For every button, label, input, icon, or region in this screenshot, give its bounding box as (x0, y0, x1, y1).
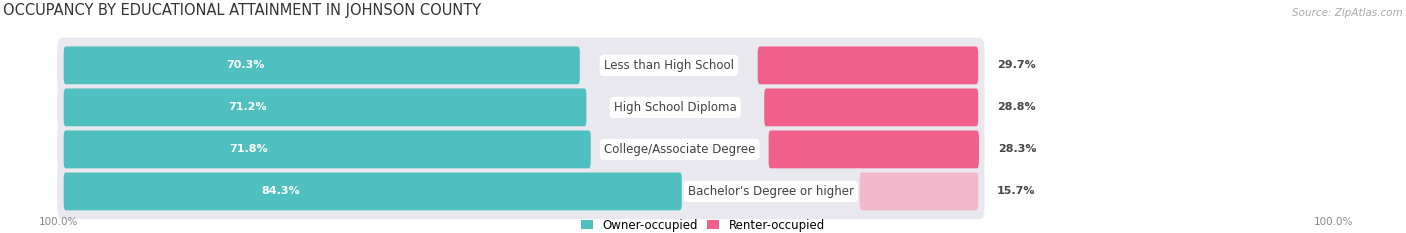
Text: 70.3%: 70.3% (226, 60, 264, 70)
FancyBboxPatch shape (58, 80, 984, 135)
FancyBboxPatch shape (63, 172, 682, 210)
FancyBboxPatch shape (58, 38, 984, 93)
FancyBboxPatch shape (63, 130, 591, 168)
Text: 71.2%: 71.2% (228, 102, 267, 112)
Text: 15.7%: 15.7% (997, 186, 1036, 196)
FancyBboxPatch shape (859, 172, 979, 210)
FancyBboxPatch shape (63, 46, 579, 84)
FancyBboxPatch shape (63, 89, 586, 126)
Text: OCCUPANCY BY EDUCATIONAL ATTAINMENT IN JOHNSON COUNTY: OCCUPANCY BY EDUCATIONAL ATTAINMENT IN J… (3, 3, 481, 18)
Text: 71.8%: 71.8% (229, 144, 269, 154)
Text: Bachelor's Degree or higher: Bachelor's Degree or higher (688, 185, 853, 198)
Text: 28.3%: 28.3% (998, 144, 1036, 154)
FancyBboxPatch shape (58, 164, 984, 219)
Legend: Owner-occupied, Renter-occupied: Owner-occupied, Renter-occupied (581, 219, 825, 232)
Text: 28.8%: 28.8% (997, 102, 1036, 112)
Text: Source: ZipAtlas.com: Source: ZipAtlas.com (1292, 8, 1403, 18)
FancyBboxPatch shape (769, 130, 979, 168)
Text: 84.3%: 84.3% (262, 186, 299, 196)
FancyBboxPatch shape (765, 89, 979, 126)
FancyBboxPatch shape (758, 46, 979, 84)
Text: College/Associate Degree: College/Associate Degree (605, 143, 755, 156)
Text: 100.0%: 100.0% (39, 217, 79, 227)
FancyBboxPatch shape (58, 122, 984, 177)
Text: High School Diploma: High School Diploma (614, 101, 737, 114)
Text: Less than High School: Less than High School (603, 59, 734, 72)
Text: 100.0%: 100.0% (1313, 217, 1353, 227)
Text: 29.7%: 29.7% (997, 60, 1036, 70)
